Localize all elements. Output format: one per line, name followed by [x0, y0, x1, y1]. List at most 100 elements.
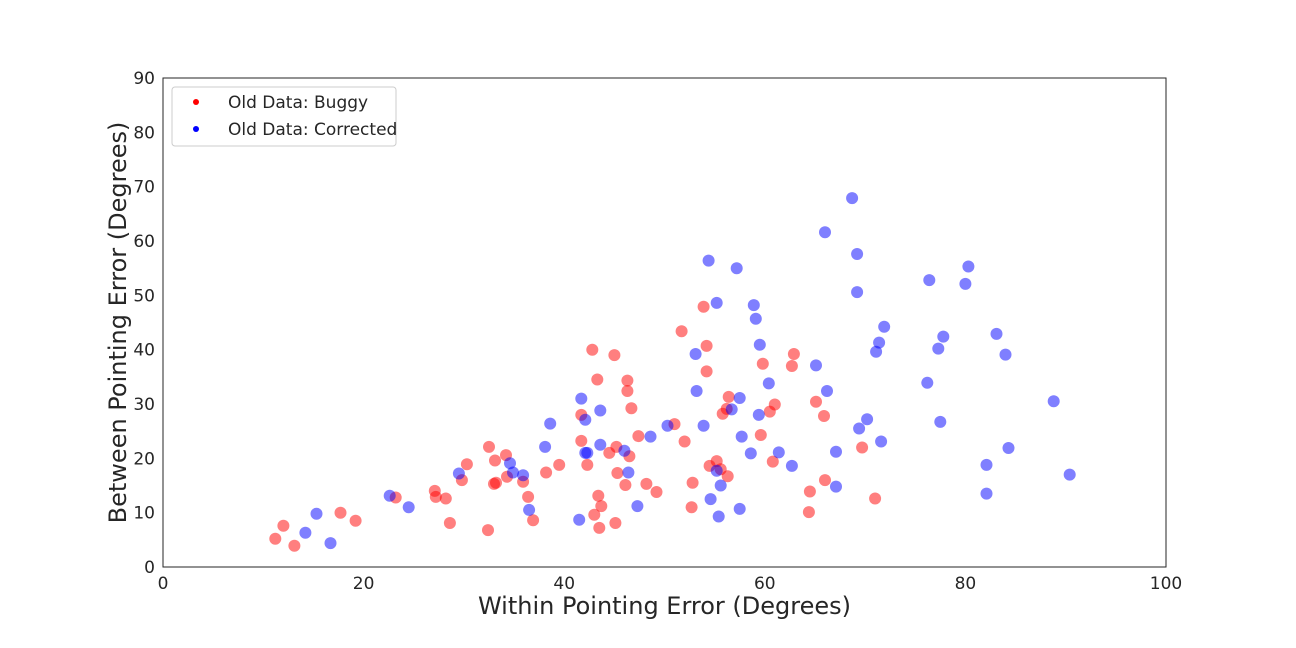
data-point-series-0-42 — [625, 402, 638, 415]
data-point-series-0-8 — [439, 492, 452, 505]
data-point-series-0-27 — [586, 343, 599, 356]
data-point-series-1-43 — [762, 377, 775, 390]
data-point-series-0-60 — [722, 390, 735, 403]
data-point-series-1-36 — [733, 502, 746, 515]
data-point-series-1-45 — [785, 459, 798, 472]
data-point-series-0-34 — [608, 349, 621, 362]
data-point-series-0-73 — [856, 441, 869, 454]
data-point-series-0-11 — [460, 458, 473, 471]
data-point-series-0-37 — [609, 517, 622, 529]
data-point-series-0-12 — [483, 440, 495, 453]
data-point-series-1-18 — [594, 404, 607, 417]
data-point-series-0-39 — [621, 374, 634, 387]
data-point-series-1-48 — [821, 385, 833, 397]
data-point-series-1-33 — [725, 403, 738, 416]
data-point-series-0-71 — [818, 410, 830, 422]
data-point-series-1-63 — [934, 415, 947, 428]
data-point-series-1-66 — [962, 260, 975, 273]
data-point-series-1-13 — [575, 392, 588, 405]
legend-label-buggy: Old Data: Buggy — [228, 93, 368, 113]
data-point-series-1-70 — [999, 348, 1012, 361]
plot-frame — [162, 77, 1167, 568]
data-point-series-0-70 — [810, 395, 822, 408]
data-point-series-0-4 — [349, 514, 362, 527]
data-point-series-1-60 — [921, 376, 934, 389]
data-point-series-1-17 — [594, 438, 607, 451]
data-point-series-1-1 — [310, 507, 323, 520]
data-point-series-0-14 — [489, 454, 501, 467]
legend-label-corrected: Old Data: Corrected — [228, 120, 397, 140]
data-point-series-1-12 — [573, 513, 586, 526]
data-point-series-0-29 — [591, 373, 604, 386]
data-point-series-0-2 — [288, 539, 301, 552]
data-point-series-0-31 — [593, 521, 606, 534]
data-point-series-0-3 — [334, 506, 347, 519]
data-point-series-1-47 — [819, 226, 831, 239]
data-point-series-1-38 — [744, 447, 757, 460]
data-point-series-1-40 — [749, 312, 762, 325]
y-tick-label: 10 — [133, 504, 155, 524]
x-tick-label: 60 — [754, 574, 776, 594]
data-point-series-0-36 — [611, 467, 624, 479]
y-tick-label: 0 — [144, 558, 155, 578]
data-point-series-1-52 — [851, 248, 864, 260]
data-point-series-1-68 — [980, 487, 993, 500]
data-point-series-1-19 — [618, 444, 631, 457]
data-point-series-1-20 — [622, 466, 635, 479]
data-point-series-1-41 — [752, 408, 765, 421]
legend-marker-corrected — [193, 126, 199, 132]
y-tick-label: 40 — [133, 341, 155, 361]
x-tick-label: 80 — [955, 574, 977, 594]
data-point-series-0-59 — [721, 470, 734, 483]
data-point-series-0-0 — [269, 532, 282, 545]
data-point-series-1-4 — [402, 501, 415, 514]
data-point-series-0-48 — [678, 435, 691, 448]
data-point-series-1-30 — [710, 464, 723, 477]
y-tick-label: 30 — [133, 395, 155, 415]
data-point-series-0-66 — [785, 360, 798, 372]
data-point-series-1-72 — [1047, 395, 1060, 408]
data-point-series-0-69 — [803, 485, 816, 498]
data-point-series-0-45 — [650, 486, 663, 498]
data-point-series-0-7 — [429, 490, 442, 503]
data-point-series-0-28 — [588, 508, 601, 521]
data-point-series-0-65 — [768, 398, 781, 411]
data-point-series-1-15 — [579, 413, 592, 426]
data-point-series-1-10 — [539, 440, 552, 453]
data-point-series-1-0 — [299, 526, 312, 539]
legend-marker-buggy — [193, 99, 199, 105]
data-point-series-1-64 — [937, 330, 950, 343]
data-point-series-0-64 — [766, 455, 779, 468]
data-point-series-1-71 — [1002, 442, 1015, 454]
data-point-series-0-53 — [700, 365, 713, 378]
data-point-series-1-25 — [690, 385, 703, 397]
data-point-series-0-22 — [540, 466, 553, 479]
data-point-series-1-23 — [661, 419, 674, 432]
data-point-series-0-72 — [819, 474, 831, 487]
data-point-series-0-40 — [621, 385, 634, 397]
data-point-series-0-51 — [697, 300, 710, 313]
points-layer — [269, 192, 1076, 552]
data-point-series-1-67 — [980, 458, 993, 471]
data-point-series-0-38 — [619, 479, 632, 491]
data-point-series-1-57 — [873, 336, 886, 349]
data-point-series-1-65 — [959, 277, 972, 290]
data-point-series-0-74 — [869, 492, 882, 505]
data-point-series-0-49 — [685, 501, 698, 514]
y-tick-label: 90 — [133, 69, 155, 89]
data-point-series-1-59 — [878, 320, 891, 333]
data-point-series-0-1 — [277, 519, 290, 532]
data-point-series-1-35 — [733, 392, 746, 404]
data-point-series-1-46 — [810, 359, 822, 372]
y-axis-ticks: 0 10 20 30 40 50 60 70 80 90 — [133, 69, 155, 578]
data-point-series-0-30 — [592, 489, 605, 502]
data-point-series-0-24 — [575, 434, 588, 447]
data-point-series-0-52 — [700, 339, 713, 352]
y-tick-label: 60 — [133, 232, 155, 252]
data-point-series-1-50 — [830, 480, 842, 493]
data-point-series-1-73 — [1063, 468, 1076, 481]
data-point-series-1-28 — [704, 493, 717, 506]
data-point-series-0-44 — [640, 477, 653, 490]
data-point-series-0-16 — [490, 476, 502, 489]
